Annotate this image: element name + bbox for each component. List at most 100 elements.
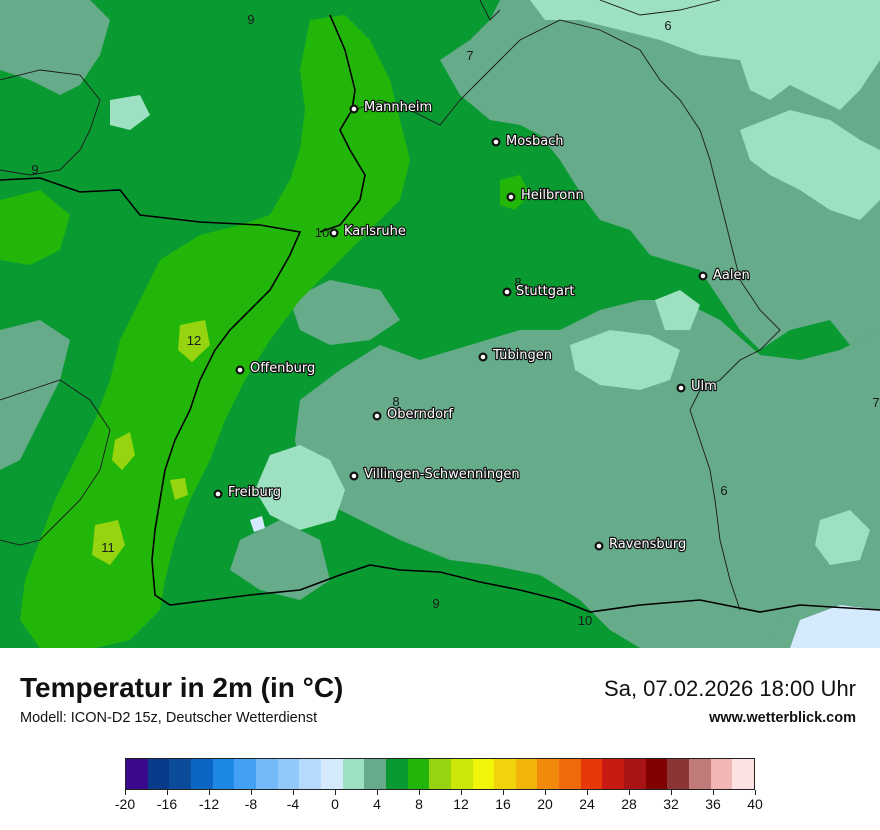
color-legend-tick (419, 790, 420, 795)
color-legend-tick-label: 24 (579, 796, 595, 812)
color-legend-segment (667, 759, 690, 789)
color-legend-tick-label: 12 (453, 796, 469, 812)
color-legend-segment (494, 759, 516, 789)
isotherm-label: 9 (31, 162, 38, 177)
city-label: Heilbronn (521, 188, 584, 203)
color-legend-segment (580, 759, 603, 789)
color-legend-segment (407, 759, 430, 789)
city-marker-mosbach: Mosbach (491, 133, 565, 150)
city-dot (478, 352, 488, 362)
color-legend-tick-label: 4 (373, 796, 381, 812)
color-legend-segment (385, 759, 408, 789)
country-border (0, 14, 880, 613)
city-label: Offenburg (250, 361, 315, 376)
temperature-map: 9 7 6 9 10 8 12 8 7 6 11 9 10 Mannheim M… (0, 0, 880, 648)
color-legend-segment (602, 759, 625, 789)
city-markers: Mannheim Mosbach Heilbronn Karlsruhe Aal… (213, 99, 751, 553)
color-legend-ticks (125, 790, 756, 796)
color-legend-tick (503, 790, 504, 795)
color-legend-tick (461, 790, 462, 795)
city-dot (506, 192, 516, 202)
color-legend-tick-label: 20 (537, 796, 553, 812)
color-legend-segment (689, 759, 711, 789)
city-dot (235, 365, 245, 375)
city-label: Mosbach (506, 134, 564, 149)
isotherm-label: 6 (720, 483, 727, 498)
color-legend-tick-label: 8 (415, 796, 423, 812)
city-label: Ravensburg (609, 537, 686, 552)
city-marker-oberndorf: Oberndorf (372, 406, 455, 423)
color-legend-tick-label: 16 (495, 796, 511, 812)
color-legend-segment (299, 759, 321, 789)
city-marker-offenburg: Offenburg (235, 360, 316, 377)
city-label: Ulm (691, 379, 717, 394)
color-legend-tick-label: -20 (114, 796, 136, 812)
isotherm-label: 7 (872, 395, 879, 410)
temperature-field-4-6 (110, 0, 880, 565)
color-legend-segment (450, 759, 473, 789)
city-marker-aalen: Aalen (698, 267, 751, 284)
city-label: Villingen-Schwenningen (364, 467, 520, 482)
color-legend-segment (515, 759, 538, 789)
color-legend-tick-label: 32 (663, 796, 679, 812)
city-label: Stuttgart (516, 284, 574, 299)
color-legend-tick (335, 790, 336, 795)
color-legend-tick (125, 790, 126, 795)
color-legend-tick (293, 790, 294, 795)
color-legend-segment (624, 759, 646, 789)
color-legend-segment (732, 759, 755, 789)
city-dot (349, 104, 359, 114)
color-legend-tick-label: -4 (286, 796, 300, 812)
city-dot (594, 541, 604, 551)
isotherm-label: 10 (578, 613, 592, 628)
city-dot (698, 271, 708, 281)
color-legend-segment (429, 759, 451, 789)
website-credit: www.wetterblick.com (709, 710, 856, 726)
city-dot (491, 137, 501, 147)
city-marker-ulm: Ulm (676, 378, 718, 395)
city-marker-heilbronn: Heilbronn (506, 187, 585, 204)
color-legend-tick (209, 790, 210, 795)
color-legend-segment (710, 759, 733, 789)
state-border (0, 0, 781, 611)
color-legend-segment (472, 759, 495, 789)
color-legend-tick-label: -16 (156, 796, 178, 812)
color-legend-tick-label: 0 (331, 796, 339, 812)
color-legend-segment (190, 759, 213, 789)
color-legend-segment (212, 759, 235, 789)
forecast-datetime: Sa, 07.02.2026 18:00 Uhr (604, 676, 856, 701)
isotherm-label: 6 (664, 18, 671, 33)
city-marker-villingen-schwenningen: Villingen-Schwenningen (349, 466, 521, 483)
color-legend-tick (167, 790, 168, 795)
color-legend-segment (364, 759, 386, 789)
temperature-field-2-4 (250, 516, 880, 648)
city-dot (502, 287, 512, 297)
color-legend-tick (545, 790, 546, 795)
city-label: Karlsruhe (344, 224, 406, 239)
color-legend-segment (255, 759, 278, 789)
city-dot (349, 471, 359, 481)
temperature-map-svg: 9 7 6 9 10 8 12 8 7 6 11 9 10 Mannheim M… (0, 0, 880, 648)
color-legend-segment (342, 759, 365, 789)
isotherm-label: 8 (514, 275, 521, 290)
color-legend-tick (377, 790, 378, 795)
city-marker-ravensburg: Ravensburg (594, 536, 687, 553)
isotherm-label: 10 (315, 225, 329, 240)
color-legend-tick-label: 36 (705, 796, 721, 812)
color-legend-segment (169, 759, 191, 789)
city-marker-mannheim: Mannheim (349, 99, 433, 116)
map-footer: Temperatur in 2m (in °C) Modell: ICON-D2… (0, 648, 880, 830)
city-label: Aalen (713, 268, 750, 283)
isotherm-label: 8 (392, 394, 399, 409)
isotherm-label: 11 (101, 540, 115, 555)
city-dot (213, 489, 223, 499)
color-legend-segment (537, 759, 560, 789)
color-legend-tick (629, 790, 630, 795)
color-legend-tick (251, 790, 252, 795)
city-dot (329, 228, 339, 238)
isotherm-label: 7 (466, 48, 473, 63)
color-legend-segment (320, 759, 343, 789)
color-legend-tick-label: -12 (198, 796, 220, 812)
color-legend-tick-label: -8 (244, 796, 258, 812)
color-legend-tick-label: 28 (621, 796, 637, 812)
